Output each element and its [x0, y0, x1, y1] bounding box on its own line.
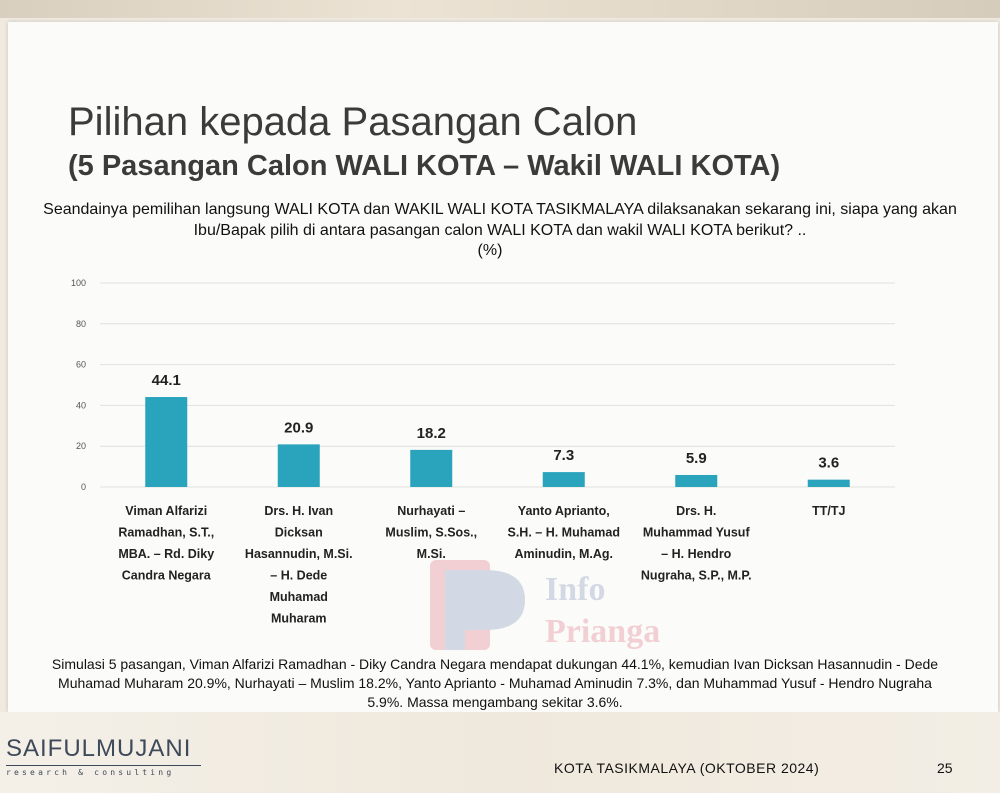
bar-value-label: 5.9: [686, 450, 707, 467]
unit-label: (%): [477, 242, 503, 259]
category-label-line: Drs. H. Ivan: [264, 504, 333, 518]
category-label-line: Muharam: [271, 612, 327, 626]
bar: [145, 397, 188, 487]
bar-value-label: 44.1: [152, 372, 181, 389]
y-tick-label: 100: [71, 278, 86, 288]
category-label-line: M.Si.: [417, 547, 446, 561]
category-label-line: – H. Hendro: [661, 547, 732, 561]
y-tick-label: 80: [76, 319, 86, 329]
logo-sub-text: research & consulting: [6, 765, 201, 777]
category-label-line: Dicksan: [275, 526, 323, 540]
category-label-line: Muslim, S.Sos.,: [385, 526, 477, 540]
slide-title: Pilihan kepada Pasangan Calon: [68, 100, 638, 144]
logo-main-text: SAIFULMUJANI: [6, 735, 192, 762]
category-label-line: Nurhayati –: [397, 504, 465, 518]
category-label-line: Muhammad Yusuf: [643, 526, 751, 540]
category-label-line: TT/TJ: [812, 504, 845, 518]
bar-value-label: 3.6: [818, 455, 839, 472]
page-number: 25: [937, 760, 953, 776]
category-label-line: MBA. – Rd. Diky: [118, 547, 214, 561]
footer-location-date: KOTA TASIKMALAYA (OKTOBER 2024): [554, 760, 820, 776]
category-label-line: – H. Dede: [270, 569, 327, 583]
category-label-line: Hasannudin, M.Si.: [245, 547, 353, 561]
bar: [542, 472, 585, 487]
category-label-line: Nugraha, S.P., M.P.: [641, 569, 752, 583]
chart-bars: [145, 397, 850, 487]
y-tick-label: 40: [76, 400, 86, 410]
category-label-line: Yanto Aprianto,: [518, 504, 610, 518]
chart-category-labels: Viman Alfarizi Ramadhan, S.T., MBA. – Rd. …: [118, 504, 845, 626]
company-logo: SAIFULMUJANI research & consulting: [6, 735, 201, 777]
category-label-line: Candra Negara: [122, 569, 212, 583]
bar: [807, 479, 850, 487]
chart-grid: 0 20 40 60 80 100: [71, 278, 895, 492]
bottom-decorative-band: [0, 712, 1000, 793]
category-label-line: Muhamad: [270, 590, 328, 604]
bar-value-label: 18.2: [417, 425, 446, 442]
bar: [675, 474, 718, 487]
category-label-line: Ramadhan, S.T.,: [118, 526, 214, 540]
y-tick-label: 20: [76, 441, 86, 451]
chart-value-labels: 44.1 20.9 18.2 7.3 5.9 3.6: [152, 372, 840, 472]
watermark-logo: Info Priangan: [430, 560, 660, 650]
top-decorative-band: [0, 0, 1000, 18]
slide-panel: [8, 22, 998, 712]
category-label-line: Viman Alfarizi: [125, 504, 207, 518]
svg-text:Priangan: Priangan: [545, 613, 660, 650]
bar-value-label: 7.3: [553, 447, 574, 464]
survey-question: Seandainya pemilihan langsung WALI KOTA …: [43, 201, 957, 239]
bar: [277, 444, 320, 487]
category-label-line: Drs. H.: [676, 504, 716, 518]
category-label-line: Aminudin, M.Ag.: [514, 547, 613, 561]
slide-subtitle: (5 Pasangan Calon WALI KOTA – Wakil WALI…: [68, 150, 781, 182]
y-tick-label: 60: [76, 360, 86, 370]
summary-text: Simulasi 5 pasangan, Viman Alfarizi Rama…: [51, 656, 939, 710]
svg-text:Info: Info: [545, 571, 605, 608]
bar-value-label: 20.9: [284, 419, 313, 436]
bar: [410, 449, 453, 487]
category-label-line: S.H. – H. Muhamad: [507, 526, 620, 540]
y-tick-label: 0: [81, 482, 86, 492]
